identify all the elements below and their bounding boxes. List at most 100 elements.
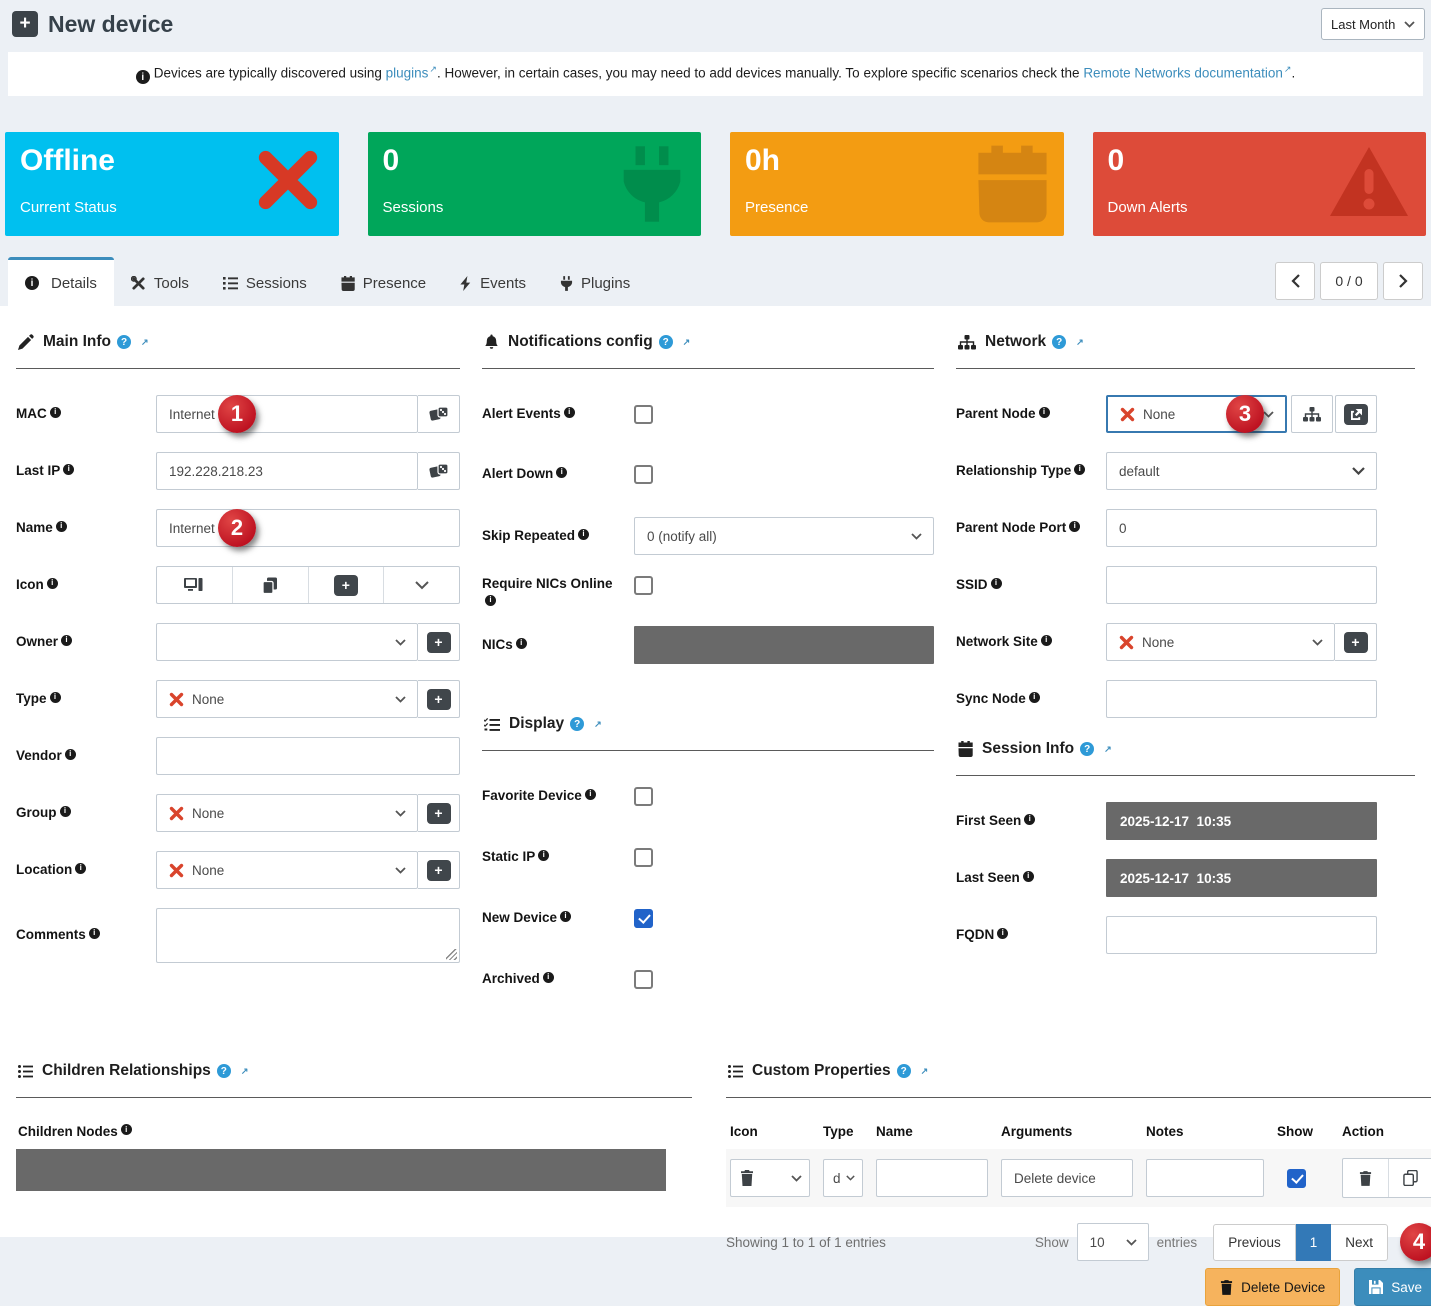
prev-device-button[interactable] [1275,262,1315,300]
property-arguments-input[interactable] [1001,1159,1133,1197]
location-select[interactable]: None [156,851,418,889]
randomize-mac-button[interactable] [418,395,460,433]
chevron-down-icon [1263,411,1274,418]
relationship-type-select[interactable]: default [1106,452,1377,490]
info-icon: i [56,521,67,532]
parent-node-port-input[interactable] [1106,509,1377,547]
chevron-down-icon [1126,1239,1137,1246]
plus-icon: + [427,689,451,710]
add-icon-button[interactable]: + [308,567,384,603]
tab-events[interactable]: Events [443,257,543,306]
device-pager: 0 / 0 [1275,262,1423,300]
help-icon[interactable]: ? [897,1064,911,1078]
vendor-input[interactable] [156,737,460,775]
help-icon[interactable]: ? [117,335,131,349]
copy-icon-button[interactable] [232,567,308,603]
ssid-input[interactable] [1106,566,1377,604]
add-owner-button[interactable]: + [418,623,460,661]
resize-handle[interactable] [446,949,457,960]
property-type-value: d [833,1171,841,1186]
x-cross-icon [253,145,323,215]
info-circle-icon: i [25,276,39,290]
current-icon-button[interactable] [157,567,232,603]
icon-dropdown-button[interactable] [383,567,459,603]
plugins-link[interactable]: plugins [386,66,429,81]
chevron-right-icon [1399,274,1408,288]
archived-checkbox[interactable] [634,970,653,989]
help-icon[interactable]: ? [1052,335,1066,349]
randomize-ip-button[interactable] [418,452,460,490]
alert-events-checkbox[interactable] [634,405,653,424]
comments-textarea[interactable] [156,908,460,963]
card-down-alerts: 0 Down Alerts [1093,132,1427,236]
add-network-site-button[interactable]: + [1335,623,1377,661]
external-link-icon: ↗ [921,1066,929,1077]
tab-plugins[interactable]: Plugins [543,257,647,306]
help-icon[interactable]: ? [1080,742,1094,756]
previous-page-button[interactable]: Previous [1213,1224,1296,1261]
remote-networks-docs-link[interactable]: Remote Networks documentation [1083,66,1283,81]
skip-repeated-value: 0 (notify all) [647,529,717,544]
add-group-button[interactable]: + [418,794,460,832]
copy-property-button[interactable] [1388,1159,1431,1197]
bell-icon [484,334,499,350]
next-page-button[interactable]: Next [1331,1224,1388,1261]
copy-icon [262,577,278,594]
last-ip-input[interactable] [156,452,418,490]
property-type-select[interactable]: d [823,1159,863,1197]
property-show-checkbox[interactable] [1287,1169,1306,1188]
mac-input[interactable] [156,395,418,433]
add-type-button[interactable]: + [418,680,460,718]
tab-tools[interactable]: Tools [114,257,206,306]
page-size-select[interactable]: 10 [1077,1223,1149,1261]
card-label: Sessions [383,199,444,216]
network-site-select[interactable]: None [1106,623,1335,661]
sync-node-input[interactable] [1106,680,1377,718]
tab-details[interactable]: i Details [8,257,114,306]
owner-select[interactable] [156,623,418,661]
add-device-icon: + [12,11,38,37]
help-icon[interactable]: ? [570,717,584,731]
period-select[interactable]: Last Month [1321,8,1425,40]
external-link-icon: ↗ [429,64,437,74]
help-icon[interactable]: ? [659,335,673,349]
tab-presence[interactable]: Presence [324,257,443,306]
page-1-button[interactable]: 1 [1296,1224,1332,1261]
add-location-button[interactable]: + [418,851,460,889]
bolt-icon [460,276,472,291]
name-input[interactable] [156,509,460,547]
fqdn-input[interactable] [1106,916,1377,954]
alert-down-checkbox[interactable] [634,465,653,484]
new-device-checkbox[interactable] [634,909,653,928]
none-x-icon [1119,635,1134,650]
info-icon: i [1039,407,1050,418]
save-button[interactable]: Save [1354,1268,1431,1306]
skip-repeated-select[interactable]: 0 (notify all) [634,517,934,555]
property-name-input[interactable] [876,1159,988,1197]
help-icon[interactable]: ? [217,1064,231,1078]
open-parent-button[interactable] [1335,395,1377,433]
type-select[interactable]: None [156,680,418,718]
col-type: Type [823,1124,863,1139]
section-title: Notifications config [508,333,653,351]
tab-sessions[interactable]: Sessions [206,257,324,306]
delete-device-button[interactable]: Delete Device [1205,1268,1340,1306]
group-select[interactable]: None [156,794,418,832]
property-icon-select[interactable] [730,1159,810,1197]
network-tree-button[interactable] [1291,395,1333,433]
col-name: Name [876,1124,988,1139]
delete-property-button[interactable] [1343,1159,1388,1197]
static-ip-checkbox[interactable] [634,848,653,867]
info-icon: i [1023,871,1034,882]
property-notes-input[interactable] [1146,1159,1264,1197]
require-nics-checkbox[interactable] [634,576,653,595]
chevron-down-icon [395,696,406,703]
next-device-button[interactable] [1383,262,1423,300]
favorite-device-checkbox[interactable] [634,787,653,806]
